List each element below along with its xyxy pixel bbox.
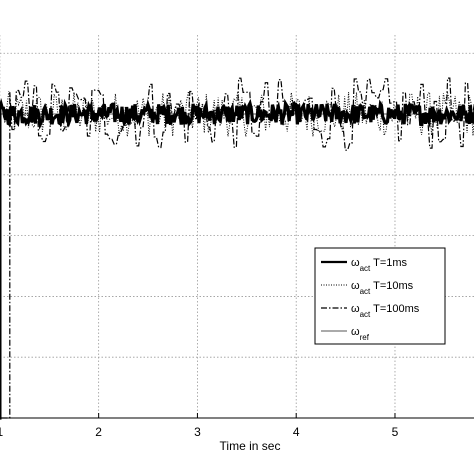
x-tick-label: 5 xyxy=(392,425,399,439)
x-tick-label: 1 xyxy=(0,425,4,439)
legend-box xyxy=(314,247,446,345)
x-axis-label: Time in sec xyxy=(220,439,281,453)
grid-lines xyxy=(0,35,474,419)
x-tick-label: 4 xyxy=(293,425,300,439)
series-line-act-t100ms xyxy=(0,77,474,419)
legend-label: ωref xyxy=(351,326,370,342)
legend: ωact T=1ms ωact T=10ms ωact T=100ms ωref xyxy=(314,247,446,345)
x-tick-labels: 1 2 3 4 5 xyxy=(0,425,399,439)
x-tick-label: 2 xyxy=(95,425,102,439)
x-tick-label: 3 xyxy=(194,425,201,439)
axes xyxy=(0,413,474,419)
series-line-act-t1ms xyxy=(0,98,474,420)
legend-label: ωact T=10ms xyxy=(351,280,414,296)
series-layer xyxy=(0,77,474,420)
legend-label: ωact T=100ms xyxy=(351,303,420,319)
legend-label: ωact T=1ms xyxy=(351,257,408,273)
series-line-act-t10ms xyxy=(0,91,474,419)
